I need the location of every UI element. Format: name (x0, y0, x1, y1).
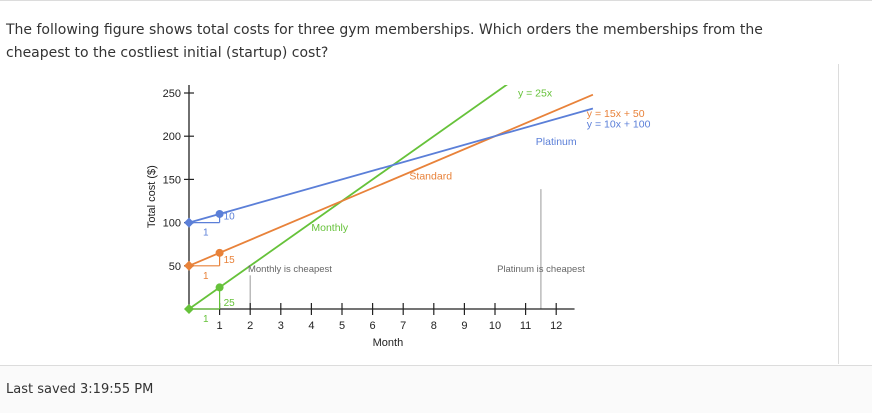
x-tick-label: 9 (461, 320, 467, 332)
x-tick-label: 2 (247, 320, 253, 332)
last-saved-text: Last saved 3:19:55 PM (6, 382, 154, 397)
series-name-label: Standard (409, 170, 452, 182)
y-tick-label: 100 (163, 218, 181, 230)
series-equation-label: y = 25x (518, 87, 553, 99)
slope-run-label: 1 (203, 271, 209, 282)
slope-rise-label: 10 (224, 212, 236, 223)
slope-rise-label: 15 (224, 255, 236, 266)
y-tick-label: 50 (169, 261, 181, 273)
x-axis-label: Month (373, 337, 404, 349)
chart-annotation: Platinum is cheapest (497, 264, 585, 275)
x-tick-label: 12 (550, 320, 562, 332)
y-tick-label: 200 (163, 131, 181, 143)
point-marker (215, 209, 224, 218)
gym-cost-chart: 50 100 150 200 250 1 2 3 4 5 6 7 8 9 10 11 12 Month Total … (140, 85, 670, 355)
x-tick-label: 10 (489, 320, 501, 332)
y-tick-label: 150 (163, 174, 181, 186)
series-line (188, 107, 594, 224)
x-tick-label: 7 (400, 320, 406, 332)
series-equation-label: y = 10x + 100 (587, 119, 651, 131)
point-marker (215, 283, 224, 292)
question-text: The following figure shows total costs f… (6, 22, 763, 61)
series-equation-label: y = 15x + 50 (587, 108, 645, 120)
slope-run-label: 1 (203, 314, 209, 325)
x-tick-label: 3 (278, 320, 284, 332)
series-name-label: Monthly (311, 222, 349, 234)
chart-annotation: Monthly is cheapest (248, 264, 332, 275)
series-name-label: Platinum (536, 136, 577, 148)
slope-run-label: 1 (203, 228, 209, 239)
x-tick-label: 11 (520, 320, 531, 332)
slope-rise-label: 25 (224, 298, 236, 309)
intercept-marker (184, 217, 194, 228)
x-tick-label: 4 (308, 320, 314, 332)
x-tick-label: 6 (370, 320, 376, 332)
status-bar: Last saved 3:19:55 PM (0, 365, 872, 413)
y-tick-label: 250 (163, 88, 181, 100)
intercept-marker (184, 260, 194, 271)
x-tick-label: 8 (431, 320, 437, 332)
series-line (188, 93, 594, 267)
point-marker (215, 248, 224, 257)
right-divider (838, 64, 839, 364)
x-tick-label: 5 (339, 320, 345, 332)
y-axis-label: Total cost ($) (146, 165, 158, 228)
intercept-marker (184, 304, 194, 314)
series-line (188, 85, 508, 310)
x-tick-label: 1 (217, 320, 223, 332)
top-divider (0, 0, 872, 1)
